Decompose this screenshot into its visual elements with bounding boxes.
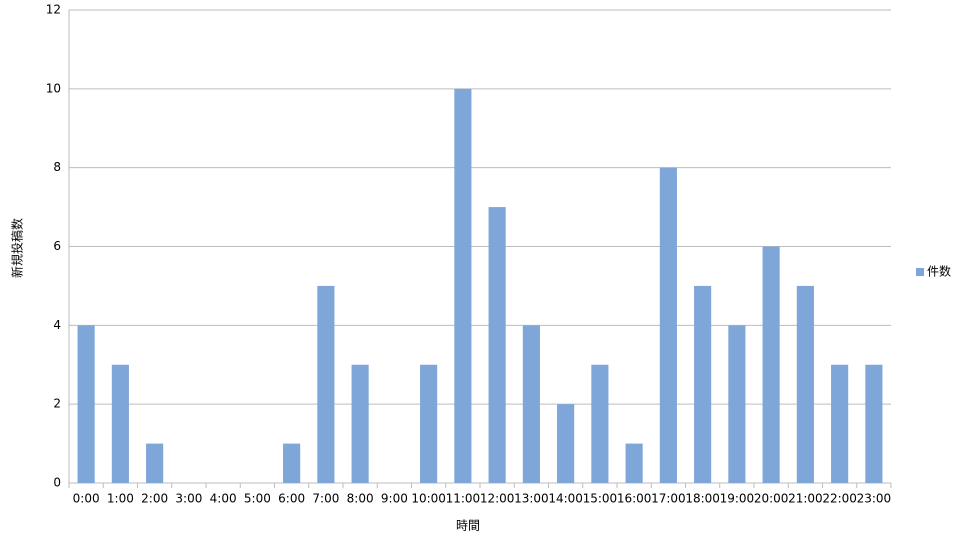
bar	[865, 364, 883, 483]
x-tick-label: 0:00	[73, 492, 100, 506]
y-tick-label: 0	[53, 476, 61, 490]
x-tick-label: 4:00	[210, 492, 237, 506]
bar	[659, 167, 677, 483]
bar	[762, 246, 780, 483]
x-tick-label: 9:00	[381, 492, 408, 506]
y-tick-label: 10	[46, 81, 61, 95]
legend-label: 件数	[927, 264, 951, 279]
x-tick-label: 13:00	[514, 492, 549, 506]
x-axis-label: 時間	[456, 519, 480, 533]
bar	[591, 364, 609, 483]
bar	[146, 443, 164, 483]
y-tick-label: 6	[53, 239, 61, 253]
bar	[351, 364, 369, 483]
x-tick-label: 8:00	[347, 492, 374, 506]
y-tick-label: 12	[46, 3, 61, 17]
x-tick-label: 11:00	[446, 492, 481, 506]
bar	[420, 364, 438, 483]
bar	[77, 325, 95, 483]
x-tick-label: 20:00	[754, 492, 789, 506]
x-tick-label: 17:00	[651, 492, 686, 506]
x-tick-label: 12:00	[480, 492, 515, 506]
y-tick-label: 8	[53, 160, 61, 174]
x-tick-label: 3:00	[175, 492, 202, 506]
x-tick-label: 7:00	[312, 492, 339, 506]
x-tick-label: 19:00	[720, 492, 755, 506]
x-tick-label: 16:00	[617, 492, 652, 506]
bar	[454, 88, 472, 483]
x-tick-label: 5:00	[244, 492, 271, 506]
bar	[283, 443, 301, 483]
x-tick-label: 15:00	[583, 492, 618, 506]
bar	[522, 325, 540, 483]
x-tick-label: 23:00	[857, 492, 892, 506]
x-tick-label: 2:00	[141, 492, 168, 506]
x-tick-label: 6:00	[278, 492, 305, 506]
x-tick-label: 21:00	[788, 492, 823, 506]
x-tick-label: 18:00	[685, 492, 720, 506]
bar	[317, 285, 335, 483]
bar	[728, 325, 746, 483]
bar	[625, 443, 643, 483]
bar	[831, 364, 849, 483]
bar	[488, 207, 506, 484]
bar	[557, 404, 575, 483]
y-tick-label: 4	[53, 318, 61, 332]
y-tick-label: 2	[53, 397, 61, 411]
x-tick-label: 22:00	[822, 492, 857, 506]
y-axis-label: 新規投稿数	[10, 218, 25, 278]
x-tick-label: 1:00	[107, 492, 134, 506]
bar	[694, 285, 712, 483]
legend-swatch	[916, 268, 924, 276]
x-tick-label: 14:00	[548, 492, 583, 506]
bar	[111, 364, 129, 483]
x-tick-label: 10:00	[411, 492, 446, 506]
bar	[796, 285, 814, 483]
